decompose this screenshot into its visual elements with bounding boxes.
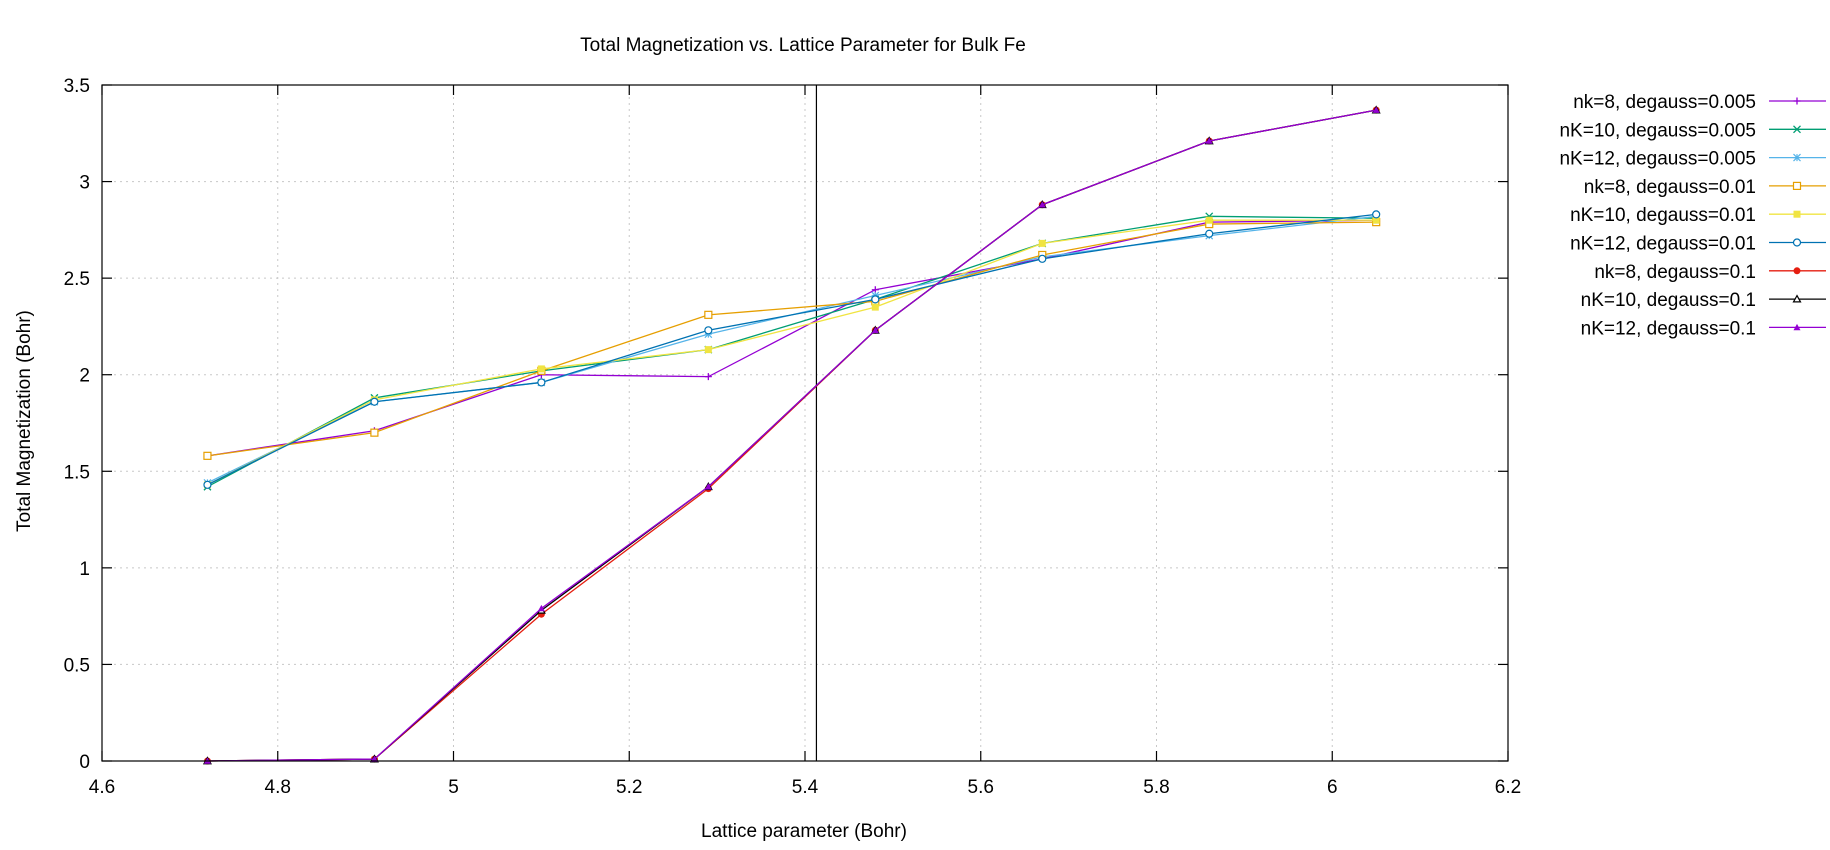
series-layer <box>202 105 1381 765</box>
legend-label: nK=12, degauss=0.1 <box>1581 318 1756 339</box>
legend: nk=8, degauss=0.005 nK=10, degauss=0.005 n… <box>1559 92 1826 339</box>
legend-label: nk=8, degauss=0.01 <box>1584 177 1756 198</box>
series-line <box>207 109 1377 762</box>
legend-item: nK=10, degauss=0.005 <box>1559 120 1826 141</box>
data-point-marker <box>871 303 879 311</box>
data-point-marker <box>871 295 880 304</box>
data-point-marker <box>370 755 378 762</box>
data-point-marker <box>704 346 712 354</box>
data-point-marker <box>704 326 713 335</box>
data-point-marker <box>1792 238 1802 247</box>
y-tick-label: 0.5 <box>64 655 90 676</box>
data-point-marker <box>537 378 546 387</box>
legend-label: nK=10, degauss=0.01 <box>1570 205 1756 226</box>
x-tick-label: 5.8 <box>1143 777 1169 798</box>
series-line <box>207 109 1377 762</box>
x-tick-label: 5.4 <box>792 777 819 798</box>
series-line <box>207 213 1377 486</box>
data-point-marker <box>704 310 713 319</box>
legend-item: nk=8, degauss=0.1 <box>1594 262 1826 283</box>
data-point-marker <box>370 428 379 437</box>
data-point-marker <box>1038 201 1046 208</box>
series-line <box>207 221 1377 457</box>
series-nk-8-degauss-0-005 <box>203 216 1380 460</box>
legend-label: nK=12, degauss=0.01 <box>1570 234 1756 255</box>
data-point-marker <box>1793 323 1801 331</box>
series-line <box>207 109 1377 762</box>
grid-layer <box>102 85 1508 761</box>
series-nk-10-degauss-0-1 <box>202 105 1381 765</box>
series-nk-10-degauss-0-01 <box>203 216 1380 489</box>
data-point-marker <box>1793 210 1801 218</box>
data-point-marker <box>370 397 379 406</box>
x-tick-label: 5.2 <box>616 777 642 798</box>
x-tick-label: 5 <box>448 777 459 798</box>
series-line <box>207 215 1377 488</box>
y-axis-label: Total Magnetization (Bohr) <box>14 310 35 532</box>
x-tick-label: 4.6 <box>89 777 115 798</box>
data-point-marker <box>704 373 712 381</box>
series-nk-12-degauss-0-1 <box>203 106 1380 764</box>
legend-item: nk=8, degauss=0.005 <box>1573 92 1826 113</box>
series-nk-8-degauss-0-1 <box>203 106 1380 765</box>
data-point-marker <box>1792 181 1802 190</box>
data-point-marker <box>203 451 212 460</box>
legend-item: nK=10, degauss=0.01 <box>1570 205 1826 226</box>
data-point-marker <box>203 480 212 489</box>
legend-item: nK=12, degauss=0.01 <box>1570 234 1826 255</box>
data-point-marker <box>1793 267 1801 275</box>
legend-item: nk=8, degauss=0.01 <box>1584 177 1826 198</box>
legend-item: nK=12, degauss=0.1 <box>1581 318 1826 339</box>
data-point-marker <box>537 604 545 612</box>
data-point-marker <box>1372 106 1380 113</box>
data-point-marker <box>537 365 545 373</box>
y-tick-label: 3.5 <box>64 76 90 97</box>
data-point-marker <box>1793 125 1801 134</box>
y-tick-label: 0 <box>79 752 90 773</box>
legend-label: nK=10, degauss=0.1 <box>1581 290 1756 311</box>
x-tick-label: 5.6 <box>968 777 994 798</box>
data-point-marker <box>1205 216 1213 224</box>
data-point-marker <box>1205 137 1213 144</box>
series-line <box>207 219 1377 486</box>
y-tick-label: 3 <box>79 173 90 194</box>
series-nk-12-degauss-0-005 <box>203 212 1381 487</box>
legend-label: nK=12, degauss=0.005 <box>1559 149 1756 170</box>
series-nk-10-degauss-0-005 <box>203 212 1381 491</box>
data-point-marker <box>1372 210 1381 219</box>
legend-label: nK=10, degauss=0.005 <box>1559 120 1756 141</box>
series-nk-12-degauss-0-01 <box>203 210 1381 489</box>
y-tick-label: 2 <box>79 366 90 387</box>
data-point-marker <box>1793 153 1801 162</box>
x-tick-label: 6.2 <box>1495 777 1521 798</box>
y-tick-label: 2.5 <box>64 269 90 290</box>
data-point-marker <box>1372 216 1380 224</box>
axis-layer: 4.6 4.8 5 5.2 5.4 5.6 5.8 6 6.2 0 0.5 1 1.5 2 2.5 3 3.5 <box>64 76 1522 798</box>
data-point-marker <box>1038 239 1046 247</box>
legend-item: nK=10, degauss=0.1 <box>1581 290 1826 311</box>
x-axis-label: Lattice parameter (Bohr) <box>701 821 907 842</box>
series-line <box>207 219 1377 457</box>
data-point-marker <box>704 483 712 490</box>
data-point-marker <box>1793 97 1801 105</box>
x-tick-label: 6 <box>1327 777 1338 798</box>
legend-label: nk=8, degauss=0.005 <box>1573 92 1756 113</box>
series-line <box>207 215 1377 484</box>
data-point-marker <box>1205 229 1214 238</box>
series-nk-8-degauss-0-01 <box>203 218 1381 460</box>
x-tick-label: 4.8 <box>265 777 291 798</box>
data-point-marker <box>1792 294 1802 303</box>
legend-label: nk=8, degauss=0.1 <box>1594 262 1756 283</box>
y-tick-label: 1 <box>79 559 90 580</box>
data-point-marker <box>1038 254 1047 263</box>
y-tick-label: 1.5 <box>64 462 90 483</box>
data-point-marker <box>871 326 879 334</box>
chart-title: Total Magnetization vs. Lattice Paramete… <box>580 35 1026 56</box>
legend-item: nK=12, degauss=0.005 <box>1559 149 1826 170</box>
